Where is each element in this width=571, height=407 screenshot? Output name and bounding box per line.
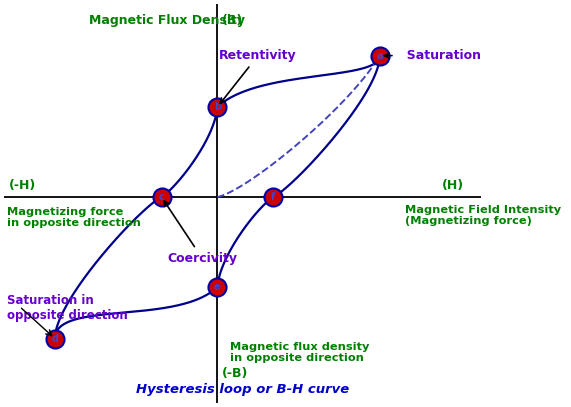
Text: Magnetic Flux Density: Magnetic Flux Density	[89, 14, 244, 27]
Text: (-B): (-B)	[222, 368, 248, 380]
Text: c: c	[159, 192, 164, 202]
Text: Magnetic flux density
in opposite direction: Magnetic flux density in opposite direct…	[230, 342, 369, 363]
Text: f: f	[271, 192, 275, 202]
Text: d: d	[51, 333, 58, 344]
Text: a: a	[376, 50, 383, 61]
Text: Saturation in
opposite direction: Saturation in opposite direction	[7, 293, 127, 322]
Text: Saturation: Saturation	[384, 49, 481, 62]
Text: e: e	[214, 282, 220, 292]
Text: (-H): (-H)	[9, 179, 37, 192]
Text: (B): (B)	[222, 14, 243, 27]
Text: Magnetic Field Intensity
(Magnetizing force): Magnetic Field Intensity (Magnetizing fo…	[405, 205, 561, 226]
Text: Hysteresis loop or B-H curve: Hysteresis loop or B-H curve	[136, 383, 349, 396]
Text: Magnetizing force
in opposite direction: Magnetizing force in opposite direction	[7, 207, 140, 228]
Text: Retentivity: Retentivity	[219, 49, 297, 103]
Text: (H): (H)	[441, 179, 464, 192]
Text: b: b	[214, 102, 221, 112]
Text: Coercivity: Coercivity	[164, 201, 237, 265]
